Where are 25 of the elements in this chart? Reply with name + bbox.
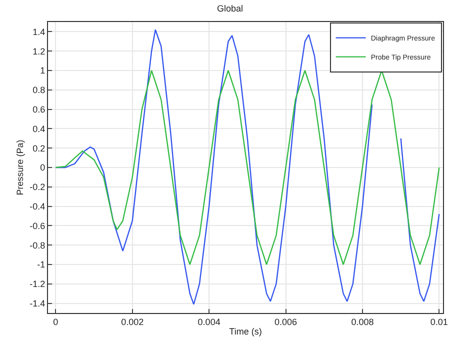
x-tick-label: 0.006 bbox=[274, 316, 298, 327]
y-tick-label: -1 bbox=[37, 260, 46, 270]
line-series bbox=[55, 70, 440, 266]
x-tick-label: 0.01 bbox=[430, 316, 448, 327]
y-tick-label: 0.6 bbox=[32, 104, 46, 114]
y-tick-label: 0.8 bbox=[32, 85, 46, 96]
y-tick-label: 0 bbox=[40, 162, 46, 173]
x-tick-label: 0.002 bbox=[121, 316, 144, 327]
y-tick-label: -0.6 bbox=[30, 220, 46, 231]
y-tick-label: 1.4 bbox=[32, 26, 46, 37]
x-tick-label: 0.004 bbox=[198, 316, 220, 327]
y-tick-label: -0.8 bbox=[30, 240, 46, 250]
x-tick-label: 0 bbox=[53, 316, 58, 327]
y-tick-label: 0.4 bbox=[32, 124, 46, 134]
y-tick-label: -1.4 bbox=[30, 298, 46, 308]
y-tick-label: -0.4 bbox=[30, 201, 46, 212]
x-tick-label: 0.008 bbox=[351, 316, 374, 327]
chart-title: Global bbox=[216, 4, 244, 14]
y-tick-label: -0.2 bbox=[30, 182, 46, 192]
y-tick-label: 0.2 bbox=[32, 143, 46, 154]
y-tick-label: 1.2 bbox=[32, 46, 46, 56]
x-axis-title: Time (s) bbox=[229, 326, 262, 337]
y-axis-title: Pressure (Pa) bbox=[15, 140, 26, 196]
y-tick-label: -1.2 bbox=[30, 279, 46, 290]
y-tick-label: 1 bbox=[40, 66, 46, 76]
